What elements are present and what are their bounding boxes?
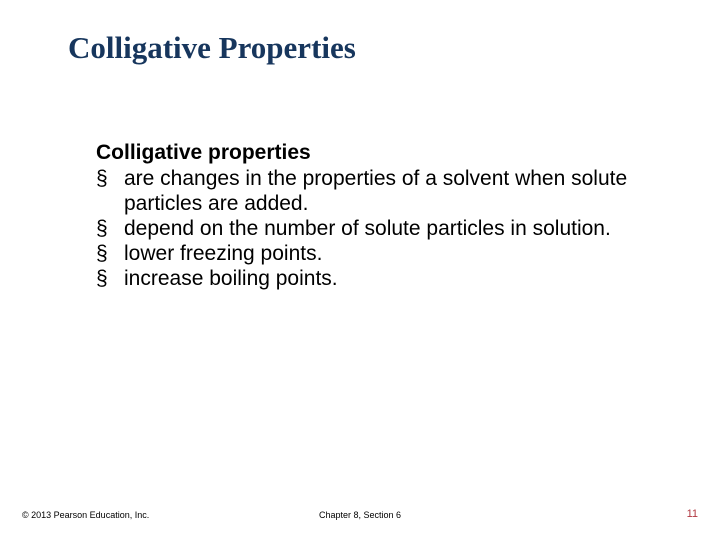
bullet-item: are changes in the properties of a solve… (96, 166, 644, 216)
bullet-item: lower freezing points. (96, 241, 644, 266)
content-subheading: Colligative properties (96, 141, 311, 165)
footer-page-number: 11 (687, 508, 698, 520)
slide-title: Colligative Properties (68, 30, 356, 66)
slide: { "title": { "text": "Colligative Proper… (0, 0, 720, 540)
footer-chapter: Chapter 8, Section 6 (0, 510, 720, 520)
bullet-item: depend on the number of solute particles… (96, 216, 644, 241)
bullet-list: are changes in the properties of a solve… (96, 166, 644, 291)
bullet-item: increase boiling points. (96, 266, 644, 291)
